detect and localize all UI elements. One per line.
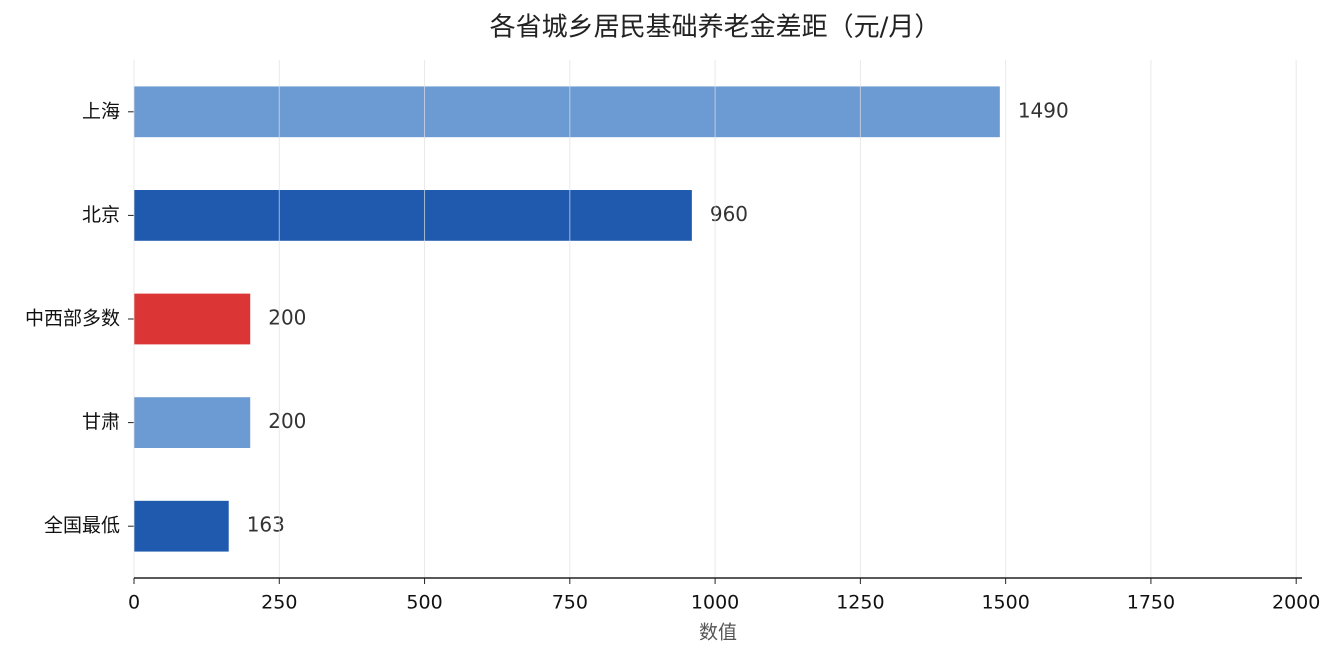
bar <box>134 293 251 345</box>
y-tick-label: 中西部多数 <box>25 308 120 330</box>
x-tick-label: 500 <box>406 592 442 614</box>
x-tick-label: 1000 <box>691 592 739 614</box>
chart-title: 各省城乡居民基础养老金差距（元/月） <box>490 13 941 43</box>
bar <box>134 190 692 241</box>
x-tick-label: 750 <box>552 592 588 614</box>
x-axis-label: 数值 <box>699 622 737 644</box>
x-tick-label: 1500 <box>981 592 1029 614</box>
y-tick-label: 全国最低 <box>44 515 120 537</box>
y-tick-label: 上海 <box>82 100 120 122</box>
bar <box>134 397 251 448</box>
x-tick-label: 250 <box>261 592 297 614</box>
value-label: 960 <box>710 202 748 226</box>
y-tick-label: 北京 <box>82 204 120 226</box>
bar <box>134 500 229 552</box>
bar <box>134 86 1000 138</box>
value-label: 163 <box>247 513 285 537</box>
y-tick-label: 甘肃 <box>82 411 120 433</box>
value-label: 200 <box>268 409 306 433</box>
value-label: 1490 <box>1018 98 1069 122</box>
x-tick-label: 1750 <box>1127 592 1175 614</box>
x-tick-label: 2000 <box>1272 592 1320 614</box>
x-tick-label: 1250 <box>836 592 884 614</box>
x-tick-label: 0 <box>128 592 140 614</box>
value-label: 200 <box>268 306 306 330</box>
